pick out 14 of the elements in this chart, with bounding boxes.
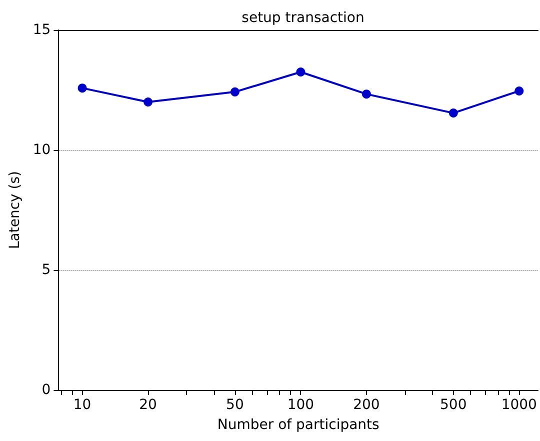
x-tick-label: 500	[440, 397, 467, 413]
x-tick-label: 1000	[501, 397, 537, 413]
y-tick-label: 10	[32, 142, 51, 158]
x-tick-label: 200	[353, 397, 380, 413]
x-tick-label: 10	[73, 397, 92, 413]
x-tick-label: 20	[139, 397, 157, 413]
y-tick-label: 5	[42, 262, 51, 278]
chart-title: setup transaction	[242, 10, 364, 26]
y-axis-title: Latency (s)	[7, 170, 23, 250]
x-axis-title: Number of participants	[217, 417, 380, 433]
x-tick-label: 50	[226, 397, 244, 413]
y-tick-label: 0	[42, 382, 51, 398]
x-tick-label: 100	[287, 397, 314, 413]
y-tick-label: 15	[32, 22, 51, 38]
